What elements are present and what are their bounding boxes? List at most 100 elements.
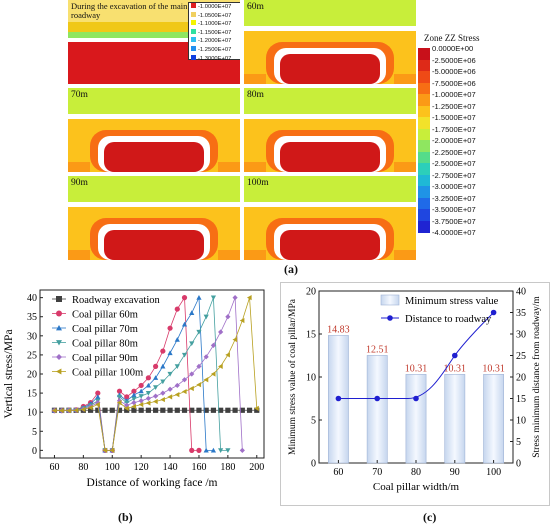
data-point: [210, 295, 217, 301]
legend-label: Minimum stress value: [405, 296, 499, 307]
contour-cell-6: 100m: [244, 176, 416, 260]
data-point: [225, 314, 231, 320]
data-point: [138, 401, 144, 408]
legend-swatch: [191, 45, 196, 51]
data-point: [232, 295, 238, 301]
line-series: [335, 309, 497, 402]
inset-legend-label: -1.2000E+07: [198, 38, 232, 45]
inset-legend-item: -1.0500E+07: [189, 11, 240, 21]
legend-swatch: [380, 294, 400, 306]
data-point: [160, 348, 166, 354]
data-point: [131, 392, 137, 398]
data-point: [56, 368, 62, 375]
colorbar-tick: -4.0000E+07: [432, 228, 476, 237]
data-point: [131, 388, 137, 394]
x-tick-label: 70: [372, 467, 382, 478]
legend-item: Roadway excavation: [52, 295, 161, 306]
y-tick-label: 25: [27, 350, 37, 361]
data-point: [203, 377, 209, 383]
colorbar-tick: 0.0000E+00: [432, 44, 474, 53]
data-point: [153, 407, 159, 413]
x-axis-title: Distance of working face /m: [87, 477, 218, 489]
data-point: [116, 394, 123, 400]
data-point: [239, 447, 245, 453]
data-point: [181, 388, 187, 395]
data-point: [95, 401, 100, 408]
data-point: [160, 396, 165, 403]
legend-item: Coal pillar 60m: [52, 310, 138, 321]
data-point: [232, 407, 238, 413]
inset-legend-item: -1.2500E+07: [189, 45, 240, 55]
data-point: [160, 363, 166, 369]
data-point: [116, 400, 122, 406]
data-point: [335, 395, 342, 402]
data-point: [109, 447, 115, 453]
contour-cell-2: 60m: [244, 0, 416, 84]
data-point: [218, 407, 224, 413]
data-point: [87, 405, 93, 411]
y-tick-label: 10: [27, 408, 37, 419]
colorbar-segment: [418, 128, 430, 141]
data-point: [95, 407, 101, 413]
y-tick-label: 40: [27, 293, 37, 304]
y-tick-label: 15: [27, 389, 37, 400]
data-point: [116, 407, 123, 413]
data-point: [153, 363, 159, 369]
panel-label-b: (b): [118, 510, 133, 524]
x-tick-label: 80: [78, 462, 88, 473]
data-point: [196, 447, 202, 453]
y-tick-label: 5: [311, 416, 316, 427]
y2-tick-label: 10: [516, 416, 526, 427]
data-point: [218, 448, 224, 453]
data-point: [138, 394, 144, 399]
inset-legend-label: -1.1500E+07: [198, 29, 232, 36]
contour-cell-label: 60m: [247, 2, 264, 12]
x-tick-label: 120: [134, 462, 149, 473]
x-tick-label: 100: [105, 462, 120, 473]
legend-item: Coal pillar 100m: [52, 368, 143, 379]
data-point: [87, 407, 94, 413]
x-tick-label: 180: [220, 462, 235, 473]
stress-contour-panel: During the excavation of the main roadwa…: [68, 0, 482, 260]
data-point: [56, 310, 62, 317]
bar-value-label: 14.83: [327, 324, 350, 335]
bar: [405, 374, 427, 464]
bar: [483, 374, 504, 464]
data-point: [246, 407, 253, 413]
data-point: [218, 363, 223, 369]
y-tick-label: 15: [306, 330, 316, 341]
legend-item: Distance to roadway: [381, 314, 492, 325]
data-point: [189, 310, 195, 315]
data-point: [167, 407, 173, 413]
contour-cell-4: 80m: [244, 88, 416, 172]
bar-value-label: 12.51: [366, 344, 389, 355]
data-point: [153, 393, 159, 399]
legend-swatch: [191, 3, 196, 8]
data-point: [174, 392, 180, 398]
data-point: [167, 371, 173, 377]
y2-tick-label: 5: [516, 437, 521, 448]
y-tick-label: 20: [306, 287, 316, 298]
colorbar-tick: -1.7500E+07: [432, 124, 476, 134]
data-point: [246, 295, 252, 301]
y-tick-label: 5: [32, 427, 37, 438]
y2-tick-label: 20: [516, 373, 526, 384]
data-point: [95, 390, 101, 396]
inset-legend-label: -1.0000E+07: [198, 4, 232, 10]
data-point: [254, 405, 259, 411]
x-tick-label: 60: [333, 467, 343, 478]
legend-item: Coal pillar 80m: [52, 339, 138, 350]
data-point: [160, 379, 166, 385]
data-point: [145, 375, 151, 381]
y2-tick-label: 15: [516, 394, 526, 405]
data-point: [490, 309, 497, 316]
data-point: [131, 403, 137, 410]
legend: Minimum stress value Distance to roadway: [380, 294, 499, 325]
data-point: [59, 408, 64, 414]
contour-cell-label: 80m: [247, 90, 264, 100]
colorbar-tick: -2.5000E+07: [432, 159, 476, 168]
data-point: [145, 400, 151, 406]
data-point: [73, 407, 79, 413]
colorbar-segment: [418, 174, 430, 187]
x-axis-title: Coal pillar width/m: [373, 481, 460, 493]
